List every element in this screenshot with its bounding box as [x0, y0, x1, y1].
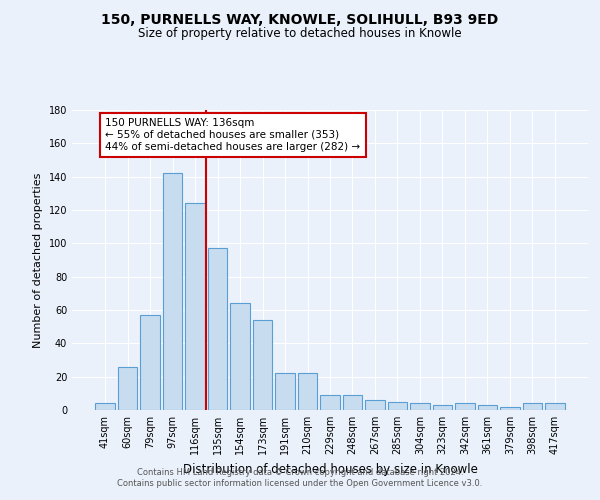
Bar: [253, 320, 272, 410]
Bar: [478, 405, 497, 410]
Bar: [433, 405, 452, 410]
Y-axis label: Number of detached properties: Number of detached properties: [33, 172, 43, 348]
Bar: [523, 404, 542, 410]
Text: Contains HM Land Registry data © Crown copyright and database right 2024.
Contai: Contains HM Land Registry data © Crown c…: [118, 468, 482, 487]
Bar: [298, 374, 317, 410]
Text: 150, PURNELLS WAY, KNOWLE, SOLIHULL, B93 9ED: 150, PURNELLS WAY, KNOWLE, SOLIHULL, B93…: [101, 12, 499, 26]
Bar: [410, 404, 430, 410]
Bar: [275, 374, 295, 410]
Bar: [95, 404, 115, 410]
Bar: [388, 402, 407, 410]
Bar: [365, 400, 385, 410]
Bar: [230, 304, 250, 410]
Bar: [163, 174, 182, 410]
X-axis label: Distribution of detached houses by size in Knowle: Distribution of detached houses by size …: [182, 462, 478, 475]
Text: Size of property relative to detached houses in Knowle: Size of property relative to detached ho…: [138, 28, 462, 40]
Bar: [545, 404, 565, 410]
Bar: [455, 404, 475, 410]
Bar: [185, 204, 205, 410]
Bar: [208, 248, 227, 410]
Bar: [118, 366, 137, 410]
Bar: [343, 395, 362, 410]
Bar: [320, 395, 340, 410]
Bar: [500, 406, 520, 410]
Text: 150 PURNELLS WAY: 136sqm
← 55% of detached houses are smaller (353)
44% of semi-: 150 PURNELLS WAY: 136sqm ← 55% of detach…: [106, 118, 361, 152]
Bar: [140, 315, 160, 410]
